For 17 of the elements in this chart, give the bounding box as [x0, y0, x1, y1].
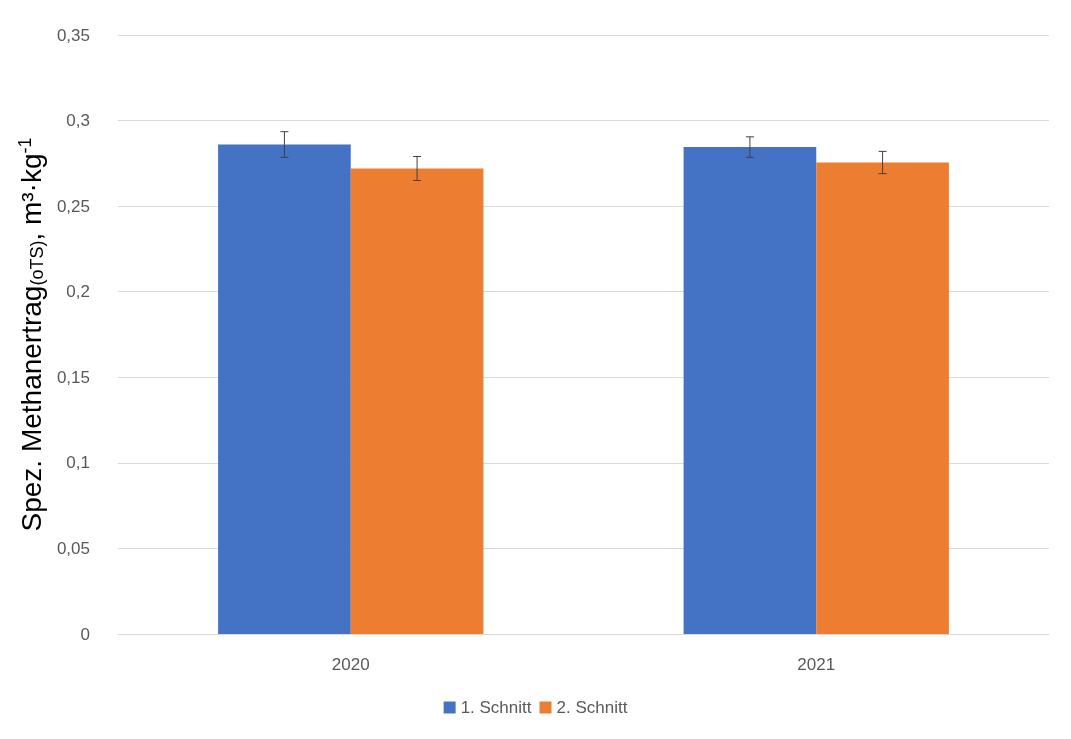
y-tick-label: 0,2 [66, 282, 90, 302]
bar [683, 147, 817, 634]
y-tick-label: 0,05 [56, 538, 90, 558]
y-axis-title: Spez. Methanertrag(oTS), m³·kg-1 [15, 137, 48, 532]
y-tick-label: 0,35 [56, 25, 90, 45]
y-tick-label: 0,3 [66, 111, 90, 131]
bar [816, 162, 949, 634]
y-tick-label: 0 [80, 624, 90, 644]
legend-label: 1. Schnitt [460, 698, 532, 717]
bar [218, 144, 351, 634]
y-tick-label: 0,15 [56, 367, 90, 387]
x-tick-label: 2020 [331, 655, 370, 674]
y-tick-label: 0,1 [66, 453, 90, 473]
x-tick-label: 2021 [797, 655, 836, 674]
y-tick-label: 0,25 [56, 196, 90, 216]
bar [350, 168, 484, 634]
legend-label: 2. Schnitt [556, 698, 628, 717]
